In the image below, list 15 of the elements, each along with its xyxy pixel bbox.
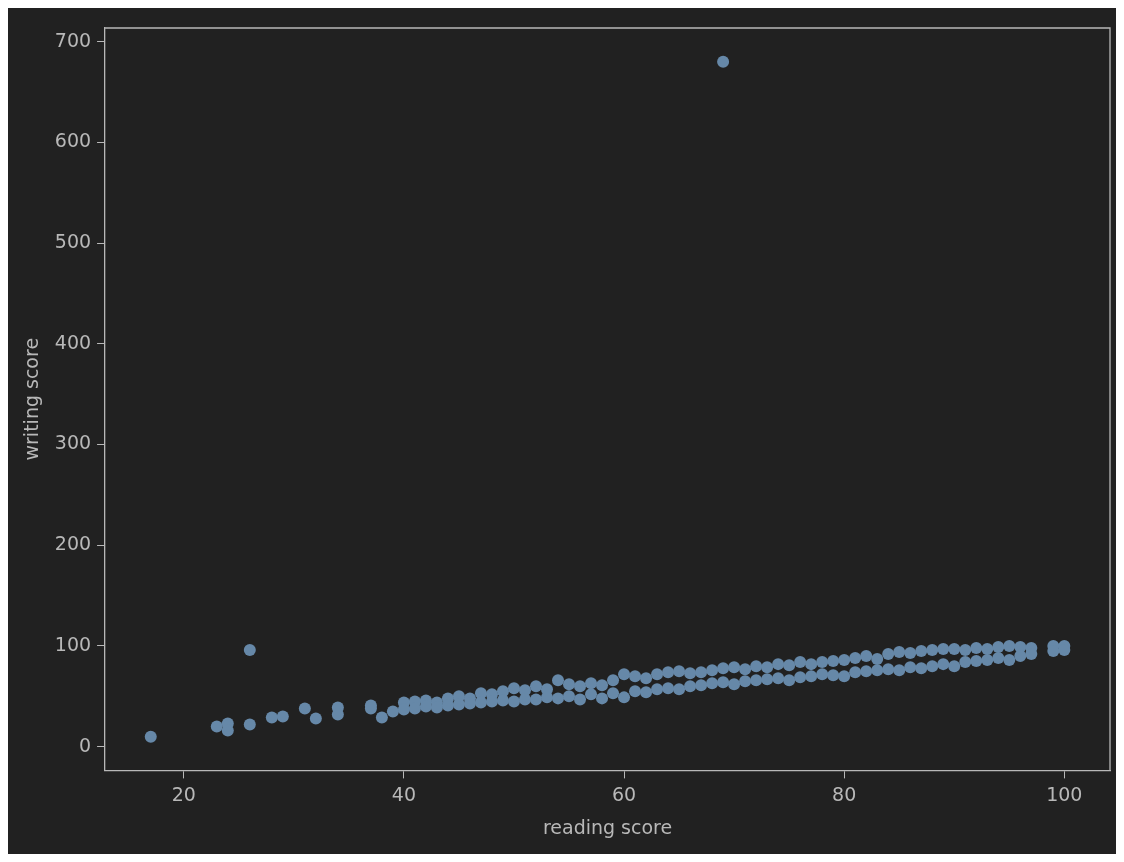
y-tick-label: 100 (54, 632, 92, 655)
y-tick-label: 300 (54, 431, 92, 454)
y-tick-label: 400 (54, 330, 92, 353)
y-axis-title: writing score (20, 337, 43, 461)
x-tick-label: 40 (391, 782, 416, 805)
x-tick-label: 60 (611, 782, 637, 805)
x-tick-label: 20 (171, 782, 196, 805)
y-tick-label: 700 (54, 28, 92, 51)
x-axis-title: reading score (542, 815, 673, 838)
y-tick-label: 500 (54, 230, 92, 252)
x-tick-label: 80 (832, 782, 857, 805)
x-tick-label: 100 (1046, 782, 1083, 805)
y-tick-label: 200 (54, 532, 92, 555)
y-tick-label: 600 (54, 129, 92, 152)
y-tick-label: 0 (78, 733, 92, 756)
